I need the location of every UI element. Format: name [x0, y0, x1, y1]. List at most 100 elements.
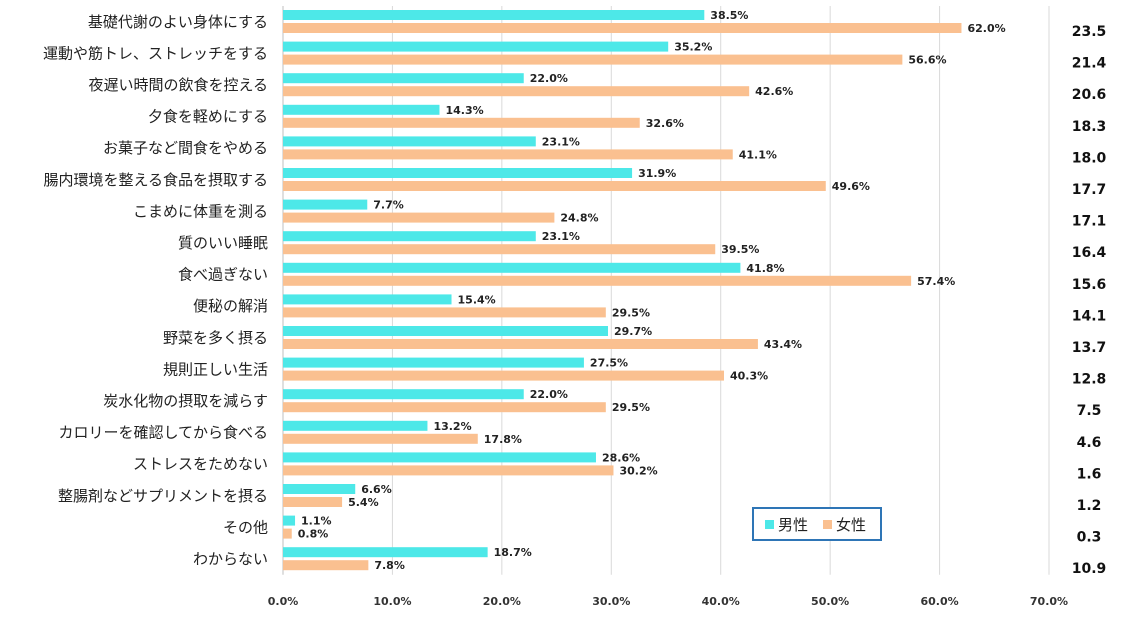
category-label: 夜遅い時間の飲食を控える — [88, 76, 268, 94]
category-label: 食べ過ぎない — [178, 266, 268, 284]
category-label: 整腸剤などサプリメントを摂る — [58, 487, 268, 505]
difference-value: 10.9 — [1072, 561, 1107, 577]
bar-female — [283, 181, 826, 191]
value-label-male: 28.6% — [602, 451, 640, 464]
bar-female — [283, 54, 903, 65]
value-label-female: 40.3% — [730, 370, 768, 383]
bar-female — [283, 370, 724, 381]
value-label-male: 7.7% — [373, 199, 404, 212]
category-label: 運動や筋トレ、ストレッチをする — [43, 44, 268, 62]
difference-value: 18.0 — [1072, 150, 1107, 166]
value-label-male: 38.5% — [710, 9, 748, 22]
value-label-male: 18.7% — [494, 546, 532, 559]
value-label-male: 13.2% — [433, 420, 471, 433]
bar-female — [283, 307, 606, 318]
difference-value: 12.8 — [1072, 372, 1107, 388]
bars-layer — [283, 10, 962, 571]
difference-value: 18.3 — [1072, 119, 1107, 135]
value-label-male: 23.1% — [542, 230, 580, 243]
bar-male — [283, 452, 596, 463]
bar-female — [283, 86, 750, 97]
difference-value: 7.5 — [1077, 403, 1102, 419]
value-label-female: 49.6% — [832, 180, 870, 193]
difference-value: 1.6 — [1077, 466, 1102, 482]
difference-value: 1.2 — [1077, 498, 1102, 514]
bar-female — [283, 402, 606, 413]
value-label-male: 27.5% — [590, 357, 628, 370]
value-label-female: 42.6% — [755, 85, 793, 98]
category-label: こまめに体重を測る — [133, 202, 268, 220]
bar-male — [283, 326, 609, 336]
difference-value: 15.6 — [1072, 277, 1107, 293]
difference-value: 0.3 — [1077, 530, 1102, 546]
legend: 男性 女性 — [752, 507, 882, 541]
value-label-male: 41.8% — [746, 262, 784, 275]
value-label-female: 5.4% — [348, 496, 379, 509]
value-label-female: 62.0% — [967, 22, 1005, 35]
bar-male — [283, 41, 669, 52]
difference-value: 17.1 — [1072, 214, 1107, 230]
bar-male — [283, 294, 452, 305]
bar-male — [283, 547, 488, 558]
x-tick-label: 70.0% — [1030, 595, 1068, 608]
category-label: 夕食を軽めにする — [148, 108, 268, 126]
value-label-female: 7.8% — [374, 559, 405, 572]
category-label: 炭水化物の摂取を減らす — [103, 392, 268, 410]
value-label-female: 0.8% — [298, 528, 329, 541]
category-label: お菓子など間食をやめる — [103, 139, 268, 157]
x-tick-label: 0.0% — [268, 595, 299, 608]
value-label-male: 35.2% — [674, 41, 712, 54]
category-label: ストレスをためない — [133, 455, 268, 473]
labels-layer: 0.0% 10.0% 20.0% 30.0% 40.0% 50.0% 60.0% 70.0% 基… — [43, 9, 1107, 608]
value-label-male: 22.0% — [530, 388, 568, 401]
value-label-male: 29.7% — [614, 325, 652, 338]
grid-layer — [282, 6, 1050, 575]
value-label-female: 29.5% — [612, 306, 650, 319]
bar-female — [283, 149, 733, 160]
difference-value: 20.6 — [1072, 87, 1107, 103]
value-label-male: 6.6% — [361, 483, 392, 496]
value-label-female: 32.6% — [646, 117, 684, 130]
value-label-male: 1.1% — [301, 515, 332, 528]
bar-male — [283, 420, 428, 431]
category-label: 規則正しい生活 — [163, 360, 268, 378]
value-label-female: 57.4% — [917, 275, 955, 288]
bar-male — [283, 389, 524, 400]
bar-female — [283, 275, 912, 286]
category-label: 質のいい睡眠 — [178, 234, 268, 252]
value-label-male: 14.3% — [445, 104, 483, 117]
x-tick-label: 20.0% — [483, 595, 521, 608]
bar-female — [283, 528, 292, 539]
bar-female — [283, 212, 555, 223]
bar-male — [283, 199, 368, 210]
category-label: その他 — [223, 518, 268, 536]
value-label-female: 29.5% — [612, 401, 650, 414]
category-label: 野菜を多く摂る — [163, 329, 268, 347]
category-label: 腸内環境を整える食品を摂取する — [43, 171, 268, 189]
bar-male — [283, 515, 296, 526]
value-label-female: 24.8% — [560, 212, 598, 225]
category-label: 基礎代謝のよい身体にする — [88, 13, 268, 31]
bar-male — [283, 262, 741, 273]
value-label-female: 43.4% — [764, 338, 802, 351]
bar-female — [283, 339, 758, 349]
difference-value: 21.4 — [1072, 56, 1107, 72]
bar-female — [283, 433, 478, 444]
bar-male — [283, 73, 524, 84]
bar-female — [283, 117, 640, 128]
bar-male — [283, 231, 536, 242]
value-label-female: 17.8% — [484, 433, 522, 446]
value-label-male: 15.4% — [458, 293, 496, 306]
bar-female — [283, 23, 962, 33]
legend-label-male: 男性 — [778, 516, 808, 534]
value-label-female: 56.6% — [908, 54, 946, 67]
bar-female — [283, 465, 614, 476]
difference-value: 4.6 — [1077, 435, 1102, 451]
category-label: 便秘の解消 — [193, 297, 268, 315]
value-label-male: 22.0% — [530, 72, 568, 85]
bar-male — [283, 484, 356, 494]
difference-value: 16.4 — [1072, 245, 1107, 261]
legend-label-female: 女性 — [836, 516, 866, 534]
